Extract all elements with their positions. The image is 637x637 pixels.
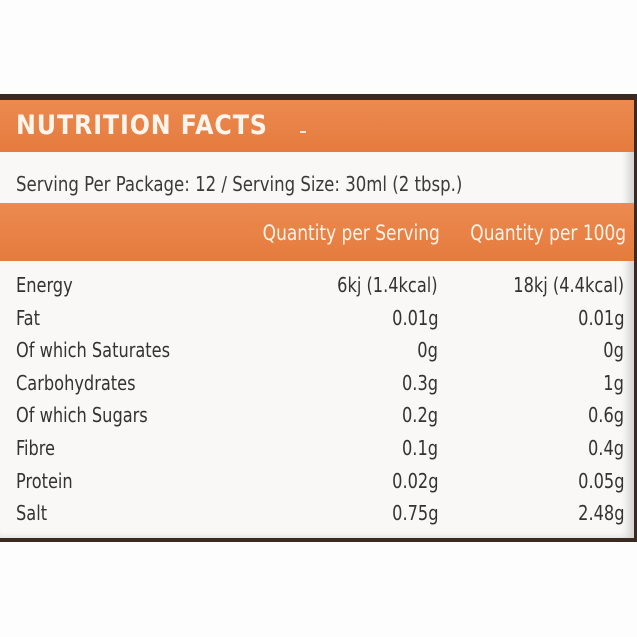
value-per-serving: 0.01g: [391, 305, 438, 330]
value-per-100g: 0.05g: [577, 468, 624, 493]
label-title: NUTRITION FACTS: [16, 110, 268, 141]
nutrient-name: Fat: [16, 305, 40, 330]
nutrition-table: Energy 6kj (1.4kcal) 18kj (4.4kcal) Fat …: [0, 273, 634, 534]
table-row: Salt 0.75g 2.48g: [0, 501, 634, 534]
nutrient-name: Of which Saturates: [16, 338, 171, 363]
nutrition-label: NUTRITION FACTS Serving Per Package: 12 …: [0, 100, 634, 538]
nutrient-name: Energy: [16, 273, 73, 297]
value-per-100g: 0g: [603, 338, 624, 363]
value-per-100g: 0.01g: [577, 305, 624, 330]
nutrient-name: Carbohydrates: [16, 370, 136, 395]
table-row: Protein 0.02g 0.05g: [0, 469, 634, 502]
nutrient-name: Protein: [16, 468, 73, 493]
table-row: Energy 6kj (1.4kcal) 18kj (4.4kcal): [0, 273, 634, 306]
value-per-100g: 0.4g: [587, 435, 624, 460]
title-bar: NUTRITION FACTS: [0, 100, 634, 152]
value-per-serving: 0.1g: [401, 435, 438, 460]
value-per-serving: 0.75g: [391, 501, 438, 526]
value-per-100g: 1g: [603, 370, 624, 395]
nutrient-name: Fibre: [16, 435, 56, 460]
column-header-bar: Quantity per Serving Quantity per 100g: [0, 203, 634, 261]
value-per-100g: 18kj (4.4kcal): [513, 273, 624, 297]
print-speck: [300, 131, 306, 133]
nutrient-name: Of which Sugars: [16, 403, 148, 428]
value-per-100g: 2.48g: [577, 501, 624, 526]
value-per-serving: 0.3g: [401, 370, 438, 395]
table-row: Fibre 0.1g 0.4g: [0, 436, 634, 469]
value-per-serving: 6kj (1.4kcal): [337, 273, 438, 297]
table-row: Carbohydrates 0.3g 1g: [0, 371, 634, 404]
serving-info: Serving Per Package: 12 / Serving Size: …: [16, 172, 463, 196]
value-per-serving: 0g: [417, 338, 438, 363]
nutrient-name: Salt: [16, 501, 48, 526]
table-row: Of which Sugars 0.2g 0.6g: [0, 403, 634, 436]
value-per-100g: 0.6g: [587, 403, 624, 428]
column-header-per-100g: Quantity per 100g: [470, 221, 626, 245]
table-row: Fat 0.01g 0.01g: [0, 306, 634, 339]
value-per-serving: 0.2g: [401, 403, 438, 428]
value-per-serving: 0.02g: [391, 468, 438, 493]
table-row: Of which Saturates 0g 0g: [0, 338, 634, 371]
column-header-per-serving: Quantity per Serving: [262, 221, 440, 245]
